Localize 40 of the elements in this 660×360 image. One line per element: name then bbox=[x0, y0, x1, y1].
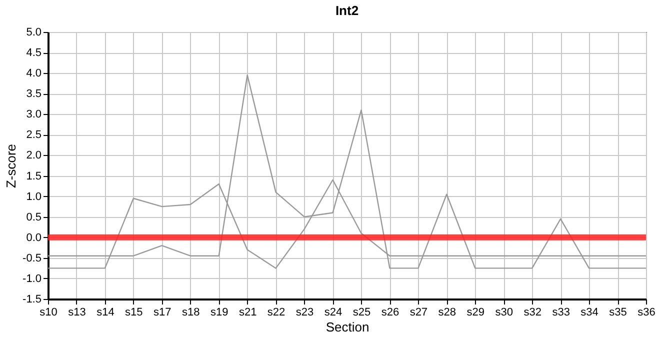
y-axis-title: Z-score bbox=[4, 144, 19, 188]
chart-title: Int2 bbox=[335, 3, 359, 18]
x-tick-label: s32 bbox=[524, 306, 542, 318]
x-tick-label: s28 bbox=[438, 306, 456, 318]
y-tick-label: 0.0 bbox=[26, 232, 42, 244]
x-tick-label: s14 bbox=[96, 306, 114, 318]
y-tick-label: 2.5 bbox=[26, 129, 42, 142]
x-tick-label: s34 bbox=[580, 306, 598, 318]
x-tick-label: s13 bbox=[68, 306, 86, 318]
x-tick-label: s15 bbox=[125, 306, 143, 318]
line-series bbox=[47, 74, 647, 269]
x-tick-label: s33 bbox=[552, 306, 570, 318]
y-tick-label: -0.5 bbox=[22, 252, 42, 264]
x-tick-label: s23 bbox=[296, 306, 314, 318]
y-tick-label: 4.5 bbox=[26, 47, 42, 60]
x-tick-label: s24 bbox=[324, 306, 342, 318]
x-tick-label: s29 bbox=[466, 306, 485, 318]
x-tick-label: s10 bbox=[40, 306, 58, 318]
x-tick-label: s21 bbox=[238, 306, 257, 318]
y-tick-label: 0.5 bbox=[26, 211, 42, 224]
x-tick-label: s26 bbox=[381, 306, 400, 318]
x-tick-label: s27 bbox=[410, 306, 428, 318]
y-tick-label: 1.5 bbox=[26, 170, 42, 182]
y-tick-label: 1.0 bbox=[26, 190, 42, 203]
x-tick-label: s30 bbox=[495, 306, 513, 318]
x-tick-label: s19 bbox=[210, 306, 228, 318]
y-tick-label: 2.0 bbox=[26, 150, 42, 162]
x-tick-label: s35 bbox=[609, 306, 627, 318]
y-tick-label: 5.0 bbox=[26, 26, 42, 38]
y-tick-label: 3.0 bbox=[26, 108, 42, 121]
y-tick-label: -1.0 bbox=[22, 272, 42, 285]
y-tick-label: 3.5 bbox=[26, 88, 42, 100]
x-tick-label: s25 bbox=[352, 306, 371, 318]
x-tick-label: s18 bbox=[182, 306, 200, 318]
x-tick-label: s36 bbox=[638, 306, 656, 318]
y-tick-label: 4.0 bbox=[26, 68, 42, 80]
x-axis-title: Section bbox=[326, 320, 370, 334]
y-tick-label: -1.5 bbox=[22, 294, 42, 306]
x-tick-label: s17 bbox=[154, 306, 172, 318]
x-tick-label: s22 bbox=[267, 306, 286, 318]
